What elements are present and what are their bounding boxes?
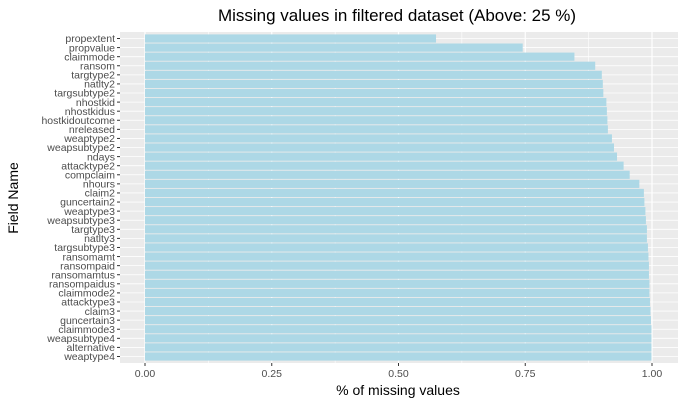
- bar-ransomamt: [145, 252, 649, 261]
- bar-claimmode2: [145, 288, 650, 297]
- y-tick-label: weaptype3: [63, 206, 115, 218]
- y-tick-label: hostkidoutcome: [41, 115, 115, 127]
- bar-ransom: [145, 61, 596, 70]
- bar-weaptype4: [145, 352, 652, 361]
- bar-guncertain2: [145, 197, 645, 207]
- y-tick-label: targsubtype2: [54, 88, 115, 100]
- bar-ransomamtus: [145, 270, 649, 279]
- y-tick-label: guncertain2: [60, 197, 115, 209]
- y-tick-label: targtype3: [71, 224, 115, 236]
- y-tick-label: ransompaid: [60, 260, 115, 272]
- y-tick-label: ransom: [80, 60, 115, 72]
- bar-targsubtype2: [145, 88, 604, 98]
- bar-ransompaidus: [145, 279, 650, 288]
- bar-natlty3: [145, 234, 647, 243]
- bar-ransompaid: [145, 261, 649, 270]
- x-tick-label: 1.00: [642, 368, 663, 380]
- y-axis-title: Field Name: [5, 162, 21, 234]
- bar-targsubtype3: [145, 243, 648, 252]
- y-tick-label: propextent: [65, 33, 115, 45]
- bar-ndays: [145, 152, 618, 161]
- y-tick-label: nhostkid: [76, 97, 115, 109]
- y-tick-labels: propextentpropvalueclaimmoderansomtargty…: [41, 33, 120, 363]
- y-tick-label: claim3: [85, 306, 116, 318]
- bar-nreleased: [145, 125, 608, 134]
- bar-nhostkidus: [145, 107, 607, 116]
- bar-weapsubtype4: [145, 334, 652, 343]
- bar-weaptype2: [145, 134, 612, 143]
- bar-nhostkid: [145, 98, 607, 107]
- y-tick-label: claimmode2: [58, 288, 115, 300]
- y-tick-label: weapsubtype3: [46, 215, 115, 227]
- y-tick-label: weapsubtype2: [46, 142, 115, 154]
- bar-propvalue: [145, 43, 523, 52]
- x-tick-label: 0.75: [515, 368, 536, 380]
- x-tick-label: 0.00: [135, 368, 156, 380]
- bar-claim3: [145, 306, 651, 316]
- bar-propextent: [145, 34, 437, 43]
- bars-group: [145, 34, 652, 361]
- bar-weaptype3: [145, 207, 646, 216]
- y-tick-label: attacktype3: [61, 297, 115, 309]
- y-tick-label: nhostkidus: [65, 106, 115, 118]
- bar-alternative: [145, 343, 652, 352]
- y-tick-label: ndays: [87, 151, 115, 163]
- y-tick-label: targsubtype3: [54, 242, 115, 254]
- x-tick-label: 0.25: [262, 368, 283, 380]
- y-tick-label: nreleased: [69, 124, 115, 136]
- y-tick-label: natlty3: [84, 233, 115, 245]
- bar-targtype2: [145, 70, 602, 79]
- x-tick-label: 0.50: [388, 368, 409, 380]
- chart-title: Missing values in filtered dataset (Abov…: [218, 6, 576, 25]
- y-tick-label: claimmode3: [58, 324, 115, 336]
- y-tick-label: nhours: [83, 179, 115, 191]
- bar-weapsubtype3: [145, 216, 646, 225]
- bar-attacktype3: [145, 297, 650, 307]
- y-tick-label: guncertain3: [60, 315, 115, 327]
- y-tick-label: ransomamtus: [51, 269, 115, 281]
- bar-targtype3: [145, 225, 647, 234]
- bar-nhours: [145, 179, 640, 188]
- y-tick-label: alternative: [67, 342, 116, 354]
- bar-claim2: [145, 188, 644, 198]
- y-tick-label: claim2: [85, 188, 116, 200]
- y-tick-label: attacktype2: [61, 160, 115, 172]
- y-tick-label: weaptype4: [63, 351, 115, 363]
- bar-weapsubtype2: [145, 143, 614, 152]
- y-tick-label: propvalue: [69, 42, 115, 54]
- bar-guncertain3: [145, 316, 651, 325]
- x-tick-labels: 0.00 0.25 0.50 0.75 1.00: [135, 363, 663, 380]
- y-tick-label: ransompaidus: [49, 279, 115, 291]
- y-tick-label: weaptype2: [63, 133, 115, 145]
- x-axis-title: % of missing values: [336, 382, 460, 398]
- y-tick-label: compclaim: [65, 169, 115, 181]
- y-tick-label: weapsubtype4: [46, 333, 115, 345]
- y-tick-label: claimmode: [64, 51, 115, 63]
- y-tick-label: natlty2: [84, 79, 115, 91]
- bar-attacktype2: [145, 161, 624, 170]
- y-tick-label: targtype2: [71, 70, 115, 82]
- bar-claimmode: [145, 52, 575, 61]
- y-tick-label: ransomamt: [62, 251, 115, 263]
- bar-hostkidoutcome: [145, 116, 608, 125]
- bar-natlty2: [145, 79, 603, 89]
- bar-claimmode3: [145, 325, 652, 334]
- bar-compclaim: [145, 170, 630, 179]
